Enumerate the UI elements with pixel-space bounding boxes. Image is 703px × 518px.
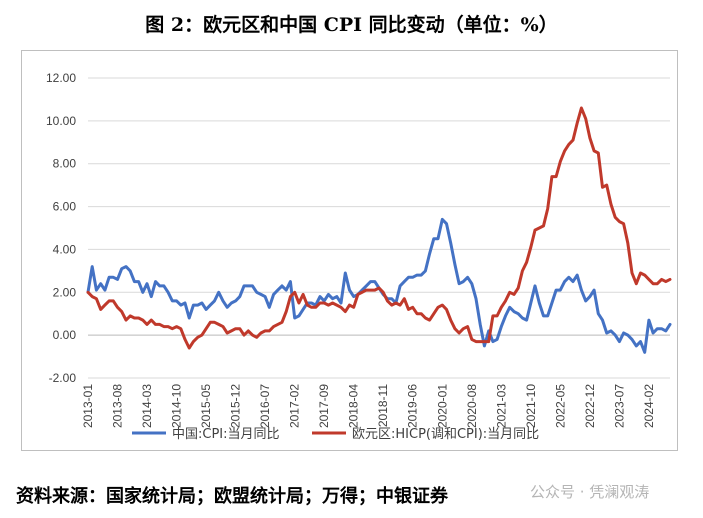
y-tick-label: 6.00 [53, 200, 77, 214]
x-tick-label: 2021-03 [494, 384, 508, 428]
watermark: 公众号 · 凭澜观涛 [530, 483, 650, 501]
y-tick-label: 0.00 [53, 328, 77, 342]
y-tick-label: 4.00 [53, 242, 77, 256]
y-axis: -2.00 0.00 2.00 4.00 6.00 8.00 10.00 12.00 [46, 71, 76, 385]
x-tick-label: 2014-10 [170, 384, 184, 428]
chart-frame [21, 50, 678, 451]
x-tick-label: 2016-07 [258, 384, 272, 428]
x-axis: 2013-01 2013-08 2014-03 2014-10 2015-05 2015-… [81, 384, 656, 428]
x-tick-label: 2018-04 [347, 384, 361, 428]
x-tick-label: 2017-09 [317, 384, 331, 428]
x-tick-label: 2018-11 [376, 384, 390, 427]
x-tick-label: 2019-06 [406, 384, 420, 428]
series-lines [86, 106, 672, 354]
y-tick-label: -2.00 [49, 371, 77, 385]
x-tick-label: 2024-02 [642, 384, 656, 428]
x-tick-label: 2022-12 [583, 384, 597, 428]
legend-label: 中国:CPI:当月同比 [172, 427, 280, 442]
source-note: 资料来源：国家统计局；欧盟统计局；万得；中银证券 [16, 486, 448, 507]
y-tick-label: 12.00 [46, 71, 76, 85]
y-tick-label: 2.00 [53, 285, 77, 299]
grid-lines [88, 77, 670, 379]
series-line-china-cpi [86, 217, 672, 354]
y-tick-label: 10.00 [46, 114, 76, 128]
x-tick-label: 2015-12 [229, 384, 243, 428]
x-tick-label: 2013-08 [111, 384, 125, 428]
x-tick-label: 2017-02 [288, 384, 302, 428]
y-tick-label: 8.00 [53, 157, 77, 171]
legend: 中国:CPI:当月同比 欧元区:HICP(调和CPI):当月同比 [132, 427, 539, 442]
series-line-eurozone-hicp [86, 106, 672, 350]
x-tick-label: 2020-01 [435, 384, 449, 428]
legend-label: 欧元区:HICP(调和CPI):当月同比 [352, 427, 539, 442]
x-tick-label: 2021-10 [524, 384, 538, 428]
x-tick-label: 2022-05 [553, 384, 567, 428]
x-tick-label: 2023-07 [612, 384, 626, 428]
x-tick-label: 2014-03 [140, 384, 154, 428]
x-tick-label: 2020-08 [465, 384, 479, 428]
chart-title: 图 2：欧元区和中国 CPI 同比变动（单位：%） [145, 14, 558, 36]
x-tick-label: 2013-01 [81, 384, 95, 428]
x-tick-label: 2015-05 [199, 384, 213, 428]
